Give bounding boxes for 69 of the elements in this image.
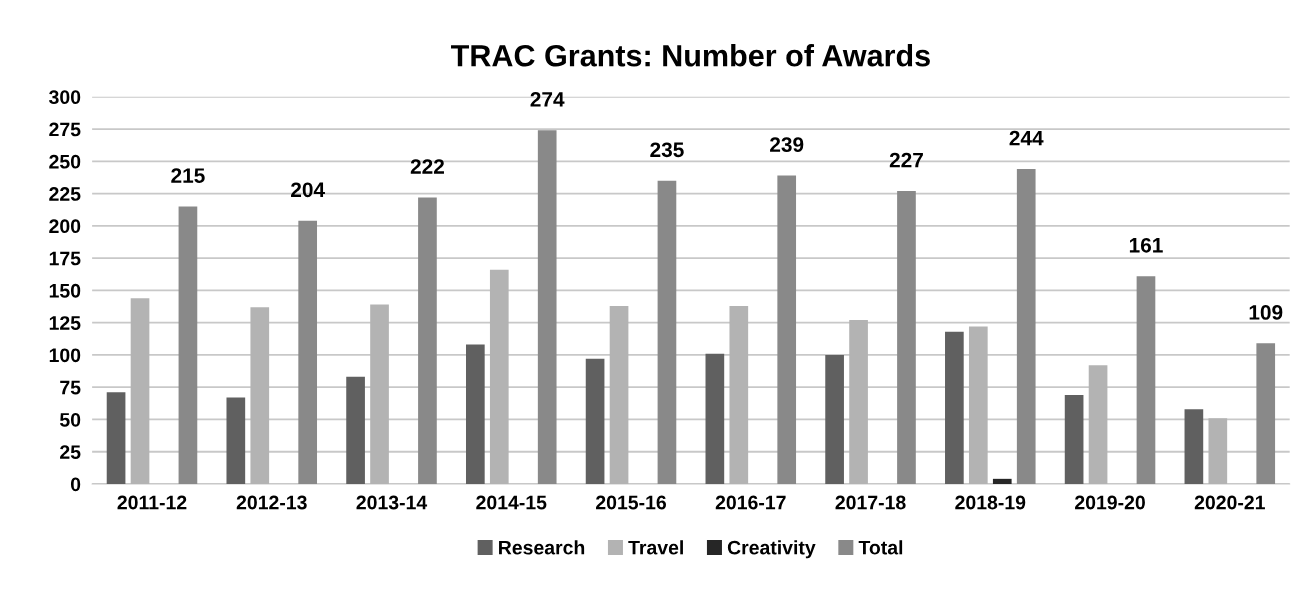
bar bbox=[250, 307, 270, 484]
y-tick-label: 275 bbox=[49, 122, 81, 137]
y-tick-label: 100 bbox=[49, 348, 81, 363]
bar bbox=[1088, 365, 1108, 484]
bar bbox=[466, 344, 485, 484]
x-tick-label: 2019-20 bbox=[1075, 495, 1145, 510]
bar bbox=[585, 358, 605, 484]
y-tick-label: 50 bbox=[59, 412, 81, 427]
bar bbox=[226, 397, 246, 484]
x-tick-label: 2017-18 bbox=[835, 495, 906, 510]
bar bbox=[705, 353, 725, 484]
data-label: 222 bbox=[410, 159, 444, 174]
bar bbox=[897, 191, 916, 484]
bar bbox=[1064, 394, 1084, 484]
bar bbox=[1256, 343, 1276, 484]
x-tick-label: 2012-13 bbox=[236, 495, 307, 510]
bar bbox=[370, 304, 389, 484]
y-tick-label: 300 bbox=[49, 90, 81, 105]
y-tick-label: 250 bbox=[49, 154, 81, 169]
x-tick-label: 2015-16 bbox=[596, 495, 666, 510]
bar bbox=[992, 478, 1012, 484]
data-label: 235 bbox=[650, 142, 684, 158]
legend-label: Research bbox=[499, 540, 585, 555]
data-label: 227 bbox=[889, 152, 923, 168]
bar bbox=[729, 305, 749, 484]
data-label: 161 bbox=[1129, 237, 1163, 253]
bar bbox=[418, 197, 437, 484]
bar bbox=[825, 354, 844, 484]
bar bbox=[537, 130, 557, 484]
bar bbox=[777, 175, 797, 484]
bar bbox=[1016, 169, 1036, 484]
bar bbox=[657, 180, 677, 484]
legend-label: Travel bbox=[628, 540, 683, 555]
bar bbox=[489, 269, 509, 484]
x-tick-label: 2011-12 bbox=[117, 495, 187, 510]
legend-label: Creativity bbox=[727, 540, 816, 559]
y-tick-label: 75 bbox=[60, 380, 81, 395]
data-label: 215 bbox=[171, 168, 205, 183]
bar bbox=[298, 220, 318, 484]
data-label: 239 bbox=[770, 137, 804, 152]
x-tick-label: 2018-19 bbox=[955, 495, 1026, 510]
bar bbox=[609, 305, 629, 484]
y-tick-label: 225 bbox=[49, 187, 81, 201]
data-label: 274 bbox=[530, 92, 565, 107]
data-label: 204 bbox=[291, 182, 325, 198]
bar bbox=[178, 206, 198, 484]
x-tick-label: 2013-14 bbox=[356, 495, 428, 510]
x-tick-label: 2016-17 bbox=[715, 495, 786, 510]
x-tick-label: 2014-15 bbox=[476, 495, 547, 510]
data-label: 244 bbox=[1009, 130, 1044, 146]
x-tick-label: 2020-21 bbox=[1194, 495, 1265, 510]
bar bbox=[130, 298, 150, 484]
bar bbox=[849, 320, 868, 484]
y-tick-label: 200 bbox=[49, 219, 81, 234]
y-tick-label: 150 bbox=[49, 283, 81, 298]
bar bbox=[106, 392, 126, 484]
bar bbox=[1184, 409, 1204, 484]
legend-label: Total bbox=[858, 540, 903, 555]
bar bbox=[1208, 418, 1228, 484]
y-tick-label: 0 bbox=[70, 477, 81, 492]
bar bbox=[968, 326, 988, 484]
y-tick-label: 25 bbox=[60, 445, 81, 459]
bar bbox=[346, 376, 365, 484]
data-label: 109 bbox=[1249, 305, 1283, 320]
y-tick-label: 175 bbox=[49, 251, 81, 266]
bar bbox=[945, 331, 964, 484]
chart-title: TRAC Grants: Number of Awards bbox=[451, 44, 930, 67]
bar bbox=[1136, 276, 1156, 484]
y-tick-label: 125 bbox=[49, 316, 81, 330]
